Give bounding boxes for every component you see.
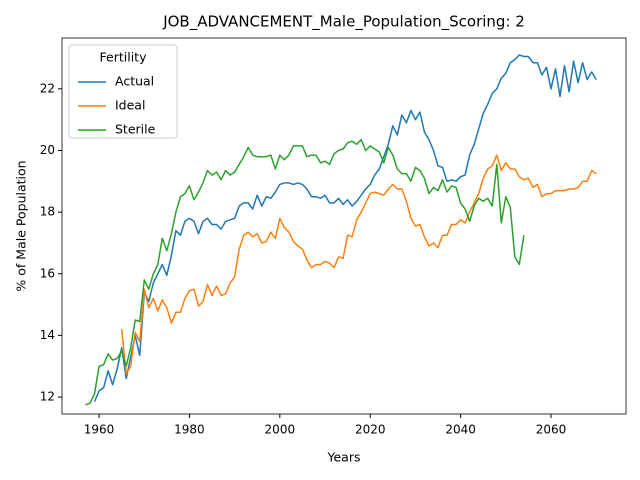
series-line bbox=[120, 154, 597, 375]
series-line bbox=[85, 138, 525, 406]
chart-title: JOB_ADVANCEMENT_Male_Population_Scoring:… bbox=[162, 13, 525, 32]
x-tick-label: 1960 bbox=[84, 423, 115, 437]
y-tick-label: 18 bbox=[40, 205, 55, 219]
y-axis-label: % of Male Population bbox=[14, 160, 29, 291]
legend-box bbox=[68, 44, 178, 139]
y-tick-label: 22 bbox=[40, 81, 55, 95]
plot-frame bbox=[61, 37, 627, 415]
x-tick-label: 1980 bbox=[174, 423, 205, 437]
legend-title: Fertility bbox=[100, 50, 148, 65]
x-tick-label: 2000 bbox=[265, 423, 296, 437]
x-tick-label: 2060 bbox=[536, 423, 567, 437]
x-tick-label: 2020 bbox=[355, 423, 386, 437]
y-tick-label: 16 bbox=[40, 266, 55, 280]
y-tick-label: 20 bbox=[40, 143, 55, 157]
legend-label: Ideal bbox=[115, 98, 145, 113]
series-line bbox=[93, 54, 597, 402]
legend-label: Sterile bbox=[115, 122, 156, 137]
legend-label: Actual bbox=[115, 74, 154, 89]
x-tick-label: 2040 bbox=[445, 423, 476, 437]
y-tick-label: 14 bbox=[40, 328, 55, 342]
x-axis-label: Years bbox=[327, 450, 361, 465]
y-tick-label: 12 bbox=[40, 390, 55, 404]
